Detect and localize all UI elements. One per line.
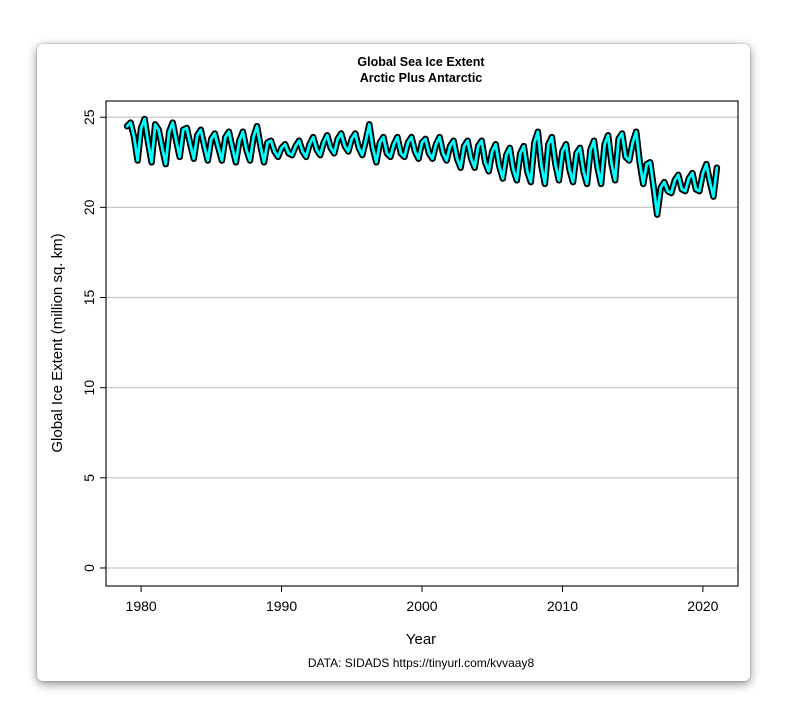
chart-title: Global Sea Ice Extent: [357, 55, 485, 69]
gridlines: [106, 116, 738, 569]
y-tick-label-0: 0: [81, 564, 97, 572]
x-tick-label-2000: 2000: [406, 598, 437, 614]
y-axis-label: Global Ice Extent (million sq. km): [49, 233, 66, 452]
series-line: [125, 117, 719, 216]
series-layer: [123, 115, 721, 218]
x-tick-label-1990: 1990: [266, 598, 297, 614]
x-tick-label-1980: 1980: [126, 598, 157, 614]
x-tick-label-2010: 2010: [547, 598, 578, 614]
y-tick-label-20: 20: [81, 199, 97, 215]
y-tick-label-5: 5: [81, 474, 97, 482]
plot-frame: [105, 100, 739, 587]
y-tick-label-10: 10: [81, 380, 97, 396]
x-axis-label: Year: [406, 631, 436, 648]
y-tick-label-25: 25: [81, 109, 97, 125]
chart-subtitle: Arctic Plus Antarctic: [360, 71, 483, 85]
y-axis: 0 5 10 15 20 25: [81, 109, 106, 572]
x-tick-label-2020: 2020: [687, 598, 718, 614]
x-axis: 1980 1990 2000 2010 2020: [126, 586, 719, 614]
y-tick-label-15: 15: [81, 290, 97, 306]
source-note: DATA: SIDADS https://tinyurl.com/kvvaay8: [308, 656, 535, 670]
